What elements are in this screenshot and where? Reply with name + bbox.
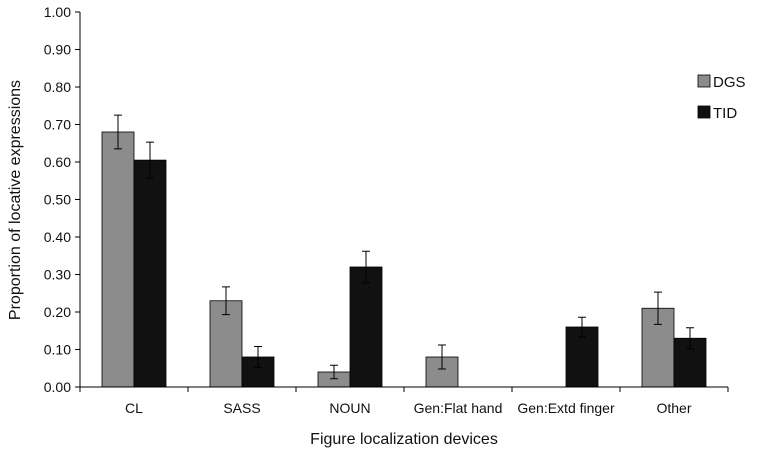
y-tick-label: 0.40 bbox=[44, 229, 71, 245]
bar-tid bbox=[349, 266, 383, 388]
y-tick-label: 0.60 bbox=[44, 154, 71, 170]
legend-swatch-tid bbox=[697, 105, 711, 119]
y-tick-label: 0.70 bbox=[44, 117, 71, 133]
y-tick-label: 0.50 bbox=[44, 192, 71, 208]
y-axis-title: Proportion of locative expressions bbox=[7, 80, 24, 320]
bar-tid bbox=[133, 159, 167, 388]
x-axis-title: Figure localization devices bbox=[310, 431, 498, 448]
legend-label-dgs: DGS bbox=[713, 74, 746, 91]
y-tick-label: 0.80 bbox=[44, 79, 71, 95]
y-tick-label: 0.20 bbox=[44, 304, 71, 320]
y-tick-label: 0.30 bbox=[44, 267, 71, 283]
x-tick-label: Gen:Extd finger bbox=[517, 400, 615, 416]
x-tick-label: CL bbox=[125, 400, 143, 416]
y-tick-label: 1.00 bbox=[44, 4, 71, 20]
x-tick-label: Gen:Flat hand bbox=[414, 400, 503, 416]
x-tick-label: NOUN bbox=[329, 400, 370, 416]
legend-swatch-dgs bbox=[697, 74, 711, 88]
axes: 0.00 0.10 0.20 0.30 0.40 0.50 0.60 0.70 0.80 0.90… bbox=[44, 4, 729, 416]
y-tick-label: 0.10 bbox=[44, 342, 71, 358]
bar-dgs bbox=[101, 131, 135, 388]
plot-area bbox=[101, 114, 707, 388]
x-tick-label: SASS bbox=[223, 400, 260, 416]
legend-label-tid: TID bbox=[713, 105, 737, 122]
y-tick-label: 0.90 bbox=[44, 42, 71, 58]
y-tick-label: 0.00 bbox=[44, 379, 71, 395]
legend: DGS TID bbox=[697, 74, 746, 122]
x-tick-label: Other bbox=[656, 400, 691, 416]
